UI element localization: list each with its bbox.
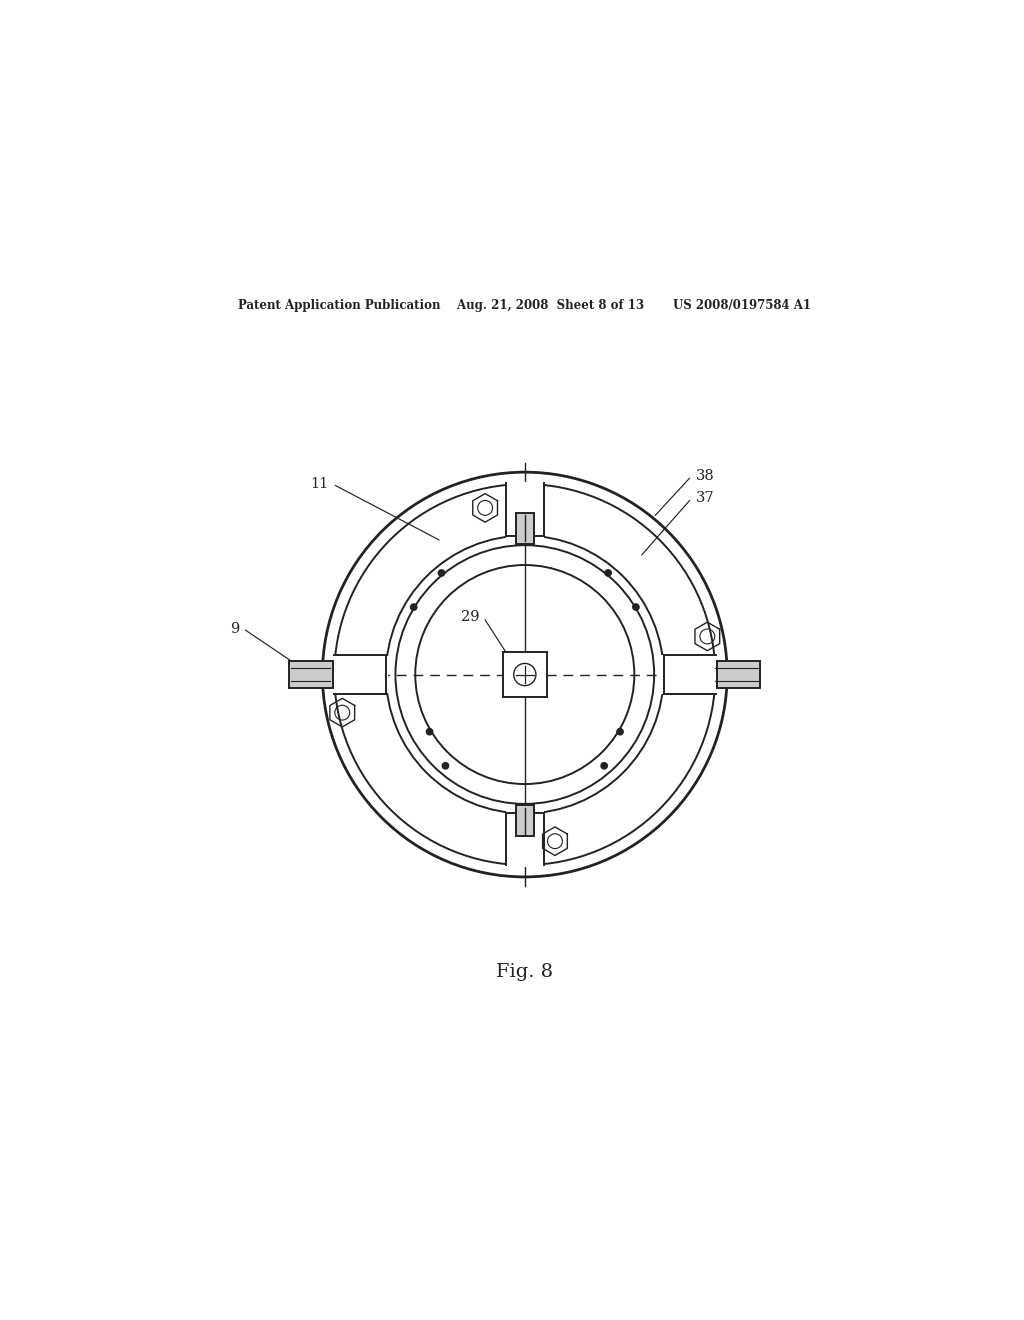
Bar	[506, 482, 544, 539]
Circle shape	[601, 763, 607, 770]
Bar	[289, 661, 333, 688]
Text: 29: 29	[461, 610, 479, 624]
Text: 37: 37	[695, 491, 714, 506]
Bar	[516, 512, 534, 544]
Bar	[717, 661, 761, 688]
Bar	[332, 656, 388, 693]
Bar	[662, 656, 718, 693]
Circle shape	[426, 729, 433, 735]
Circle shape	[442, 763, 449, 770]
Circle shape	[605, 570, 611, 576]
Circle shape	[438, 570, 444, 576]
Text: Patent Application Publication    Aug. 21, 2008  Sheet 8 of 13       US 2008/019: Patent Application Publication Aug. 21, …	[239, 300, 811, 312]
Text: 11: 11	[310, 477, 329, 491]
Bar	[516, 805, 534, 837]
Circle shape	[633, 605, 639, 610]
Text: 38: 38	[695, 469, 714, 483]
Bar	[506, 810, 544, 867]
Circle shape	[616, 729, 624, 735]
Circle shape	[411, 605, 417, 610]
Bar	[503, 652, 547, 697]
Text: Fig. 8: Fig. 8	[497, 964, 553, 981]
Text: 9: 9	[229, 622, 240, 635]
